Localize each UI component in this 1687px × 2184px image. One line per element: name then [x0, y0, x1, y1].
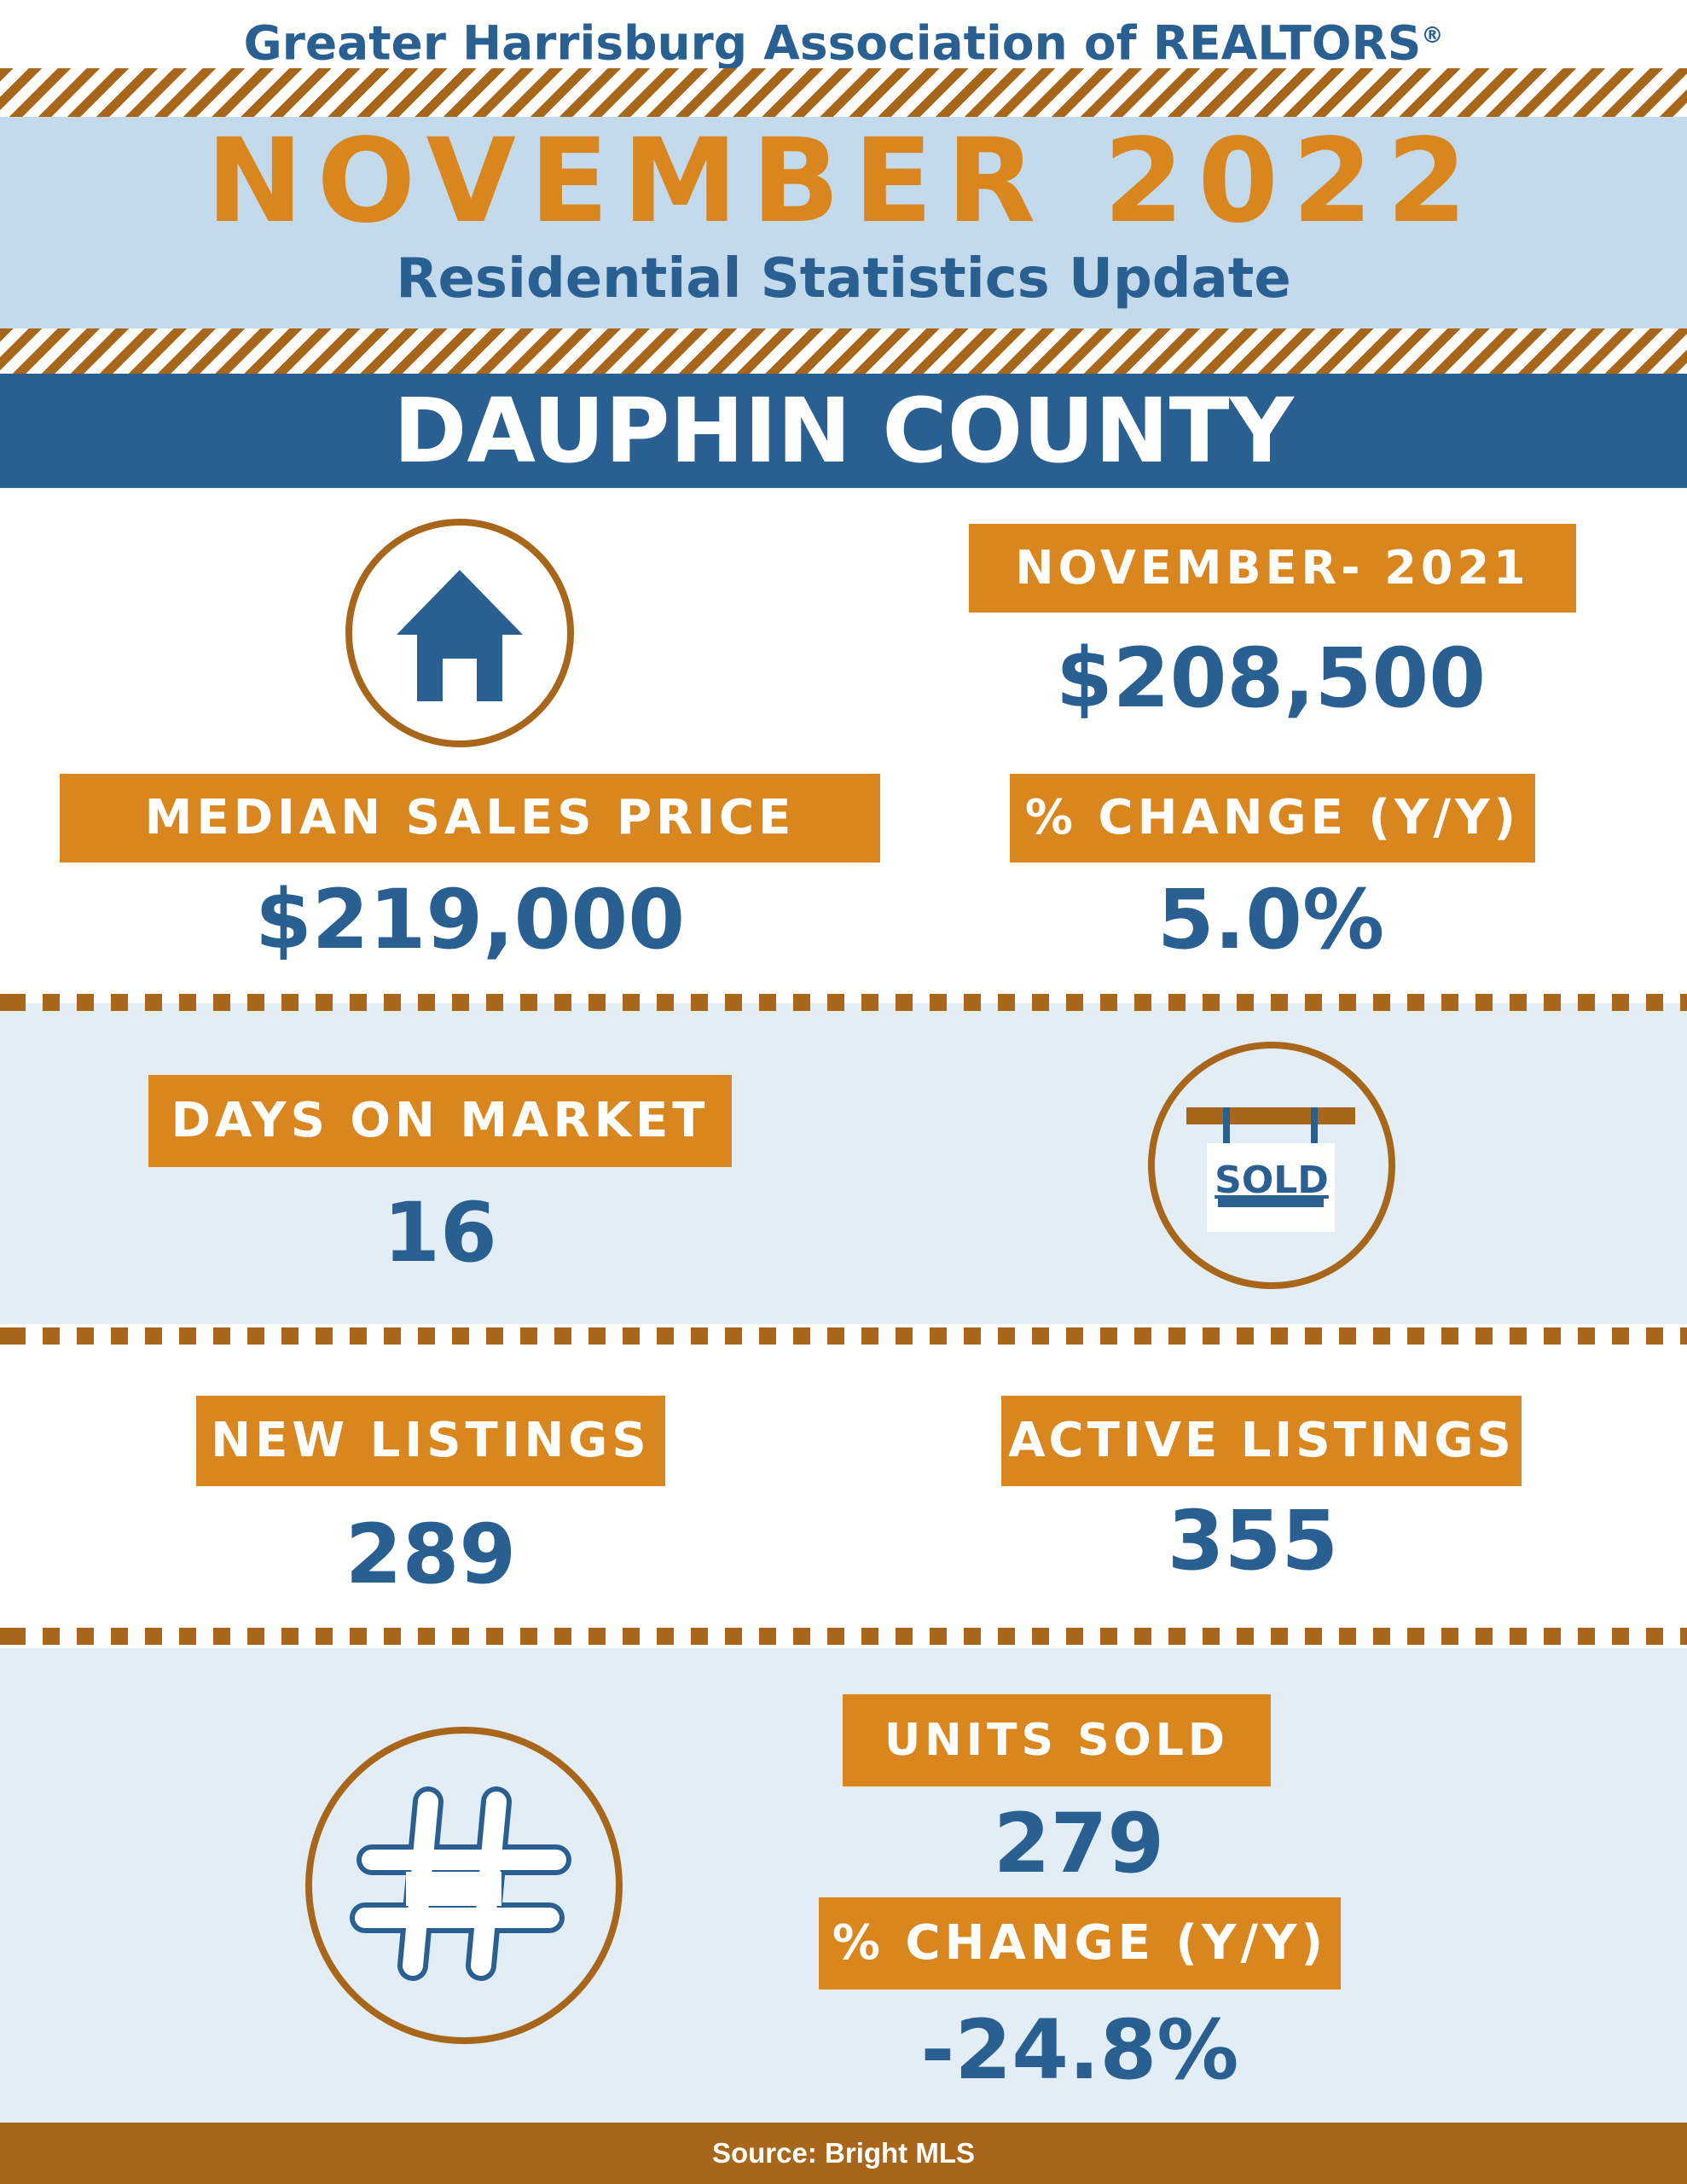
- hero-banner: [0, 117, 1687, 328]
- prior-year-label: NOVEMBER- 2021: [969, 524, 1576, 613]
- dotted-divider-2: [0, 1327, 1687, 1345]
- active-listings-label: ACTIVE LISTINGS: [1001, 1396, 1522, 1486]
- house-icon: [397, 570, 523, 701]
- dotted-divider-3: [0, 1628, 1687, 1645]
- units-sold-value: 279: [993, 1796, 1165, 1891]
- days-on-market-value: 16: [383, 1185, 497, 1281]
- org-name: Greater Harrisburg Association of REALTO…: [243, 15, 1422, 71]
- house-icon-circle: [345, 519, 574, 747]
- new-listings-label: NEW LISTINGS: [196, 1396, 665, 1486]
- median-sales-price-value: $219,000: [254, 872, 686, 967]
- source-footer: Source: Bright MLS: [0, 2123, 1687, 2184]
- bottom-stripe-divider: [0, 328, 1687, 374]
- sold-sign-text: SOLD: [1215, 1159, 1329, 1202]
- active-listings-value: 355: [1167, 1493, 1339, 1589]
- county-banner: DAUPHIN COUNTY: [0, 374, 1687, 488]
- registered-mark: ®: [1421, 23, 1444, 49]
- new-listings-value: 289: [345, 1507, 517, 1602]
- units-change-value: -24.8%: [920, 2002, 1239, 2098]
- org-title: Greater Harrisburg Association of REALTO…: [0, 3, 1687, 71]
- sold-sign-circle: SOLD: [1148, 1042, 1395, 1289]
- hashtag-icon-circle: [305, 1727, 623, 2044]
- prior-year-value: $208,500: [1055, 630, 1487, 726]
- dotted-divider-1: [0, 994, 1687, 1011]
- report-subtitle: Residential Statistics Update: [396, 247, 1291, 311]
- sold-sign-icon: [1186, 1107, 1355, 1232]
- median-sales-price-label: MEDIAN SALES PRICE: [60, 774, 880, 863]
- top-stripe-divider: [0, 68, 1687, 117]
- report-month: NOVEMBER 2022: [206, 114, 1481, 249]
- price-change-value: 5.0%: [1157, 872, 1385, 967]
- days-on-market-label: DAYS ON MARKET: [148, 1075, 732, 1167]
- units-sold-label: UNITS SOLD: [843, 1694, 1271, 1786]
- units-change-label: % CHANGE (Y/Y): [819, 1897, 1341, 1989]
- hashtag-icon: [350, 1786, 571, 1981]
- price-change-label: % CHANGE (Y/Y): [1010, 774, 1535, 863]
